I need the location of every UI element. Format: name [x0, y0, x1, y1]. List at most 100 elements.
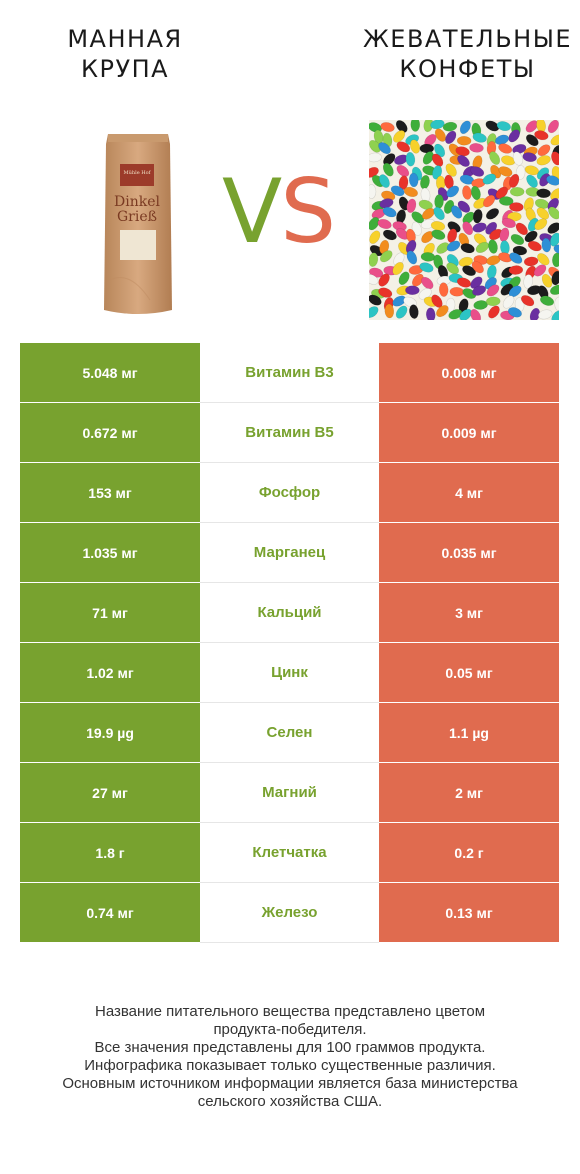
- jelly-bean: [446, 262, 460, 275]
- jelly-bean: [525, 120, 539, 133]
- jelly-bean: [541, 273, 553, 288]
- jelly-bean: [457, 200, 471, 213]
- jelly-bean: [390, 185, 405, 197]
- footer-line: Название питательного вещества представл…: [94, 1003, 486, 1020]
- jelly-bean: [406, 250, 418, 265]
- right-value: 0.13 мг: [379, 883, 559, 943]
- jelly-bean: [536, 207, 550, 220]
- jelly-bean: [525, 134, 539, 147]
- jelly-bean: [406, 198, 417, 213]
- jelly-bean: [421, 276, 434, 290]
- jelly-bean: [380, 122, 395, 132]
- nutrient-name: Магний: [200, 763, 379, 823]
- jelly-bean: [398, 271, 410, 285]
- jelly-bean: [485, 296, 501, 307]
- jelly-bean: [431, 229, 446, 240]
- jelly-bean: [431, 153, 444, 167]
- nutrient-comparison-table: 5.048 мг Витамин B3 0.008 мг 0.672 мг Витами…: [20, 343, 559, 943]
- footer-line: Все значения представлены для 100 граммо…: [94, 1039, 486, 1056]
- nutrient-name: Железо: [200, 883, 379, 943]
- jelly-bean: [524, 230, 538, 243]
- right-value: 0.05 мг: [379, 643, 559, 703]
- nutrient-name: Клетчатка: [200, 823, 379, 883]
- jelly-bean: [526, 174, 538, 188]
- jelly-bean: [554, 296, 559, 312]
- right-value: 0.035 мг: [379, 523, 559, 583]
- jelly-bean: [549, 284, 559, 295]
- jelly-bean: [410, 120, 421, 132]
- versus-label: VS: [222, 160, 336, 263]
- jelly-bean: [472, 285, 487, 296]
- jelly-bean: [438, 282, 449, 297]
- footer-line: сельского хозяйства США.: [197, 1093, 383, 1110]
- jelly-bean: [436, 305, 449, 318]
- jelly-bean: [512, 245, 528, 256]
- jelly-bean: [396, 164, 410, 177]
- jelly-bean: [377, 218, 392, 229]
- jelly-bean: [552, 252, 559, 268]
- jelly-bean: [369, 294, 382, 306]
- nutrient-row: 1.02 мг Цинк 0.05 мг: [20, 643, 559, 703]
- jelly-bean: [409, 139, 421, 154]
- nutrient-row: 1.8 г Клетчатка 0.2 г: [20, 823, 559, 883]
- jelly-bean: [447, 228, 458, 243]
- left-value: 0.74 мг: [20, 883, 200, 943]
- jelly-bean: [432, 165, 443, 180]
- nutrient-name: Витамин B5: [200, 403, 379, 463]
- nutrient-name: Марганец: [200, 523, 379, 583]
- jelly-bean: [549, 232, 559, 247]
- jelly-bean: [522, 152, 537, 163]
- jelly-bean: [422, 151, 434, 165]
- jelly-bean: [382, 162, 394, 177]
- jelly-bean: [515, 222, 528, 236]
- jelly-bean: [551, 151, 559, 166]
- jelly-bean: [434, 143, 446, 158]
- jelly-bean: [540, 295, 555, 306]
- jelly-bean: [482, 173, 497, 185]
- jelly-bean: [369, 184, 377, 199]
- left-product-title: МАННАЯ КРУПА: [67, 25, 183, 83]
- jelly-bean: [369, 252, 379, 267]
- jelly-bean: [470, 309, 482, 320]
- right-value: 4 мг: [379, 463, 559, 523]
- jelly-bean: [550, 134, 559, 146]
- nutrient-row: 1.035 мг Марганец 0.035 мг: [20, 523, 559, 583]
- jelly-bean: [469, 143, 484, 153]
- jelly-bean: [445, 163, 457, 177]
- jelly-bean: [547, 222, 559, 234]
- jelly-bean: [508, 265, 524, 275]
- left-value: 19.9 µg: [20, 703, 200, 763]
- jelly-bean: [384, 303, 395, 319]
- jelly-bean: [445, 130, 457, 144]
- jelly-bean: [382, 229, 397, 241]
- footer-line: Инфографика показывает только существенн…: [84, 1057, 496, 1074]
- jelly-bean: [488, 305, 500, 319]
- jelly-bean: [533, 264, 547, 277]
- right-value: 0.009 мг: [379, 403, 559, 463]
- jelly-bean: [378, 287, 393, 298]
- jelly-bean: [462, 221, 474, 236]
- nutrient-name: Кальций: [200, 583, 379, 643]
- jelly-bean: [442, 121, 458, 132]
- jelly-bean: [510, 234, 525, 246]
- jelly-bean: [485, 208, 500, 220]
- jelly-bean: [537, 144, 551, 157]
- jelly-bean: [457, 154, 470, 167]
- semolina-package-image: Mühle Hof Dinkel Grieß: [104, 134, 172, 314]
- jelly-bean: [537, 253, 550, 266]
- nutrient-row: 19.9 µg Селен 1.1 µg: [20, 703, 559, 763]
- jelly-bean: [378, 142, 391, 155]
- jelly-bean: [456, 135, 472, 146]
- jelly-bean: [550, 188, 559, 201]
- jelly-bean: [489, 151, 501, 165]
- jelly-bean: [508, 129, 520, 143]
- jelly-bean: [546, 175, 559, 186]
- jelly-bean: [450, 205, 463, 219]
- nutrient-name: Селен: [200, 703, 379, 763]
- jelly-bean: [512, 151, 523, 166]
- left-value: 27 мг: [20, 763, 200, 823]
- jelly-bean: [436, 242, 450, 254]
- jelly-bean: [411, 273, 424, 287]
- jelly-bean: [486, 284, 500, 297]
- nutrient-name: Витамин B3: [200, 343, 379, 403]
